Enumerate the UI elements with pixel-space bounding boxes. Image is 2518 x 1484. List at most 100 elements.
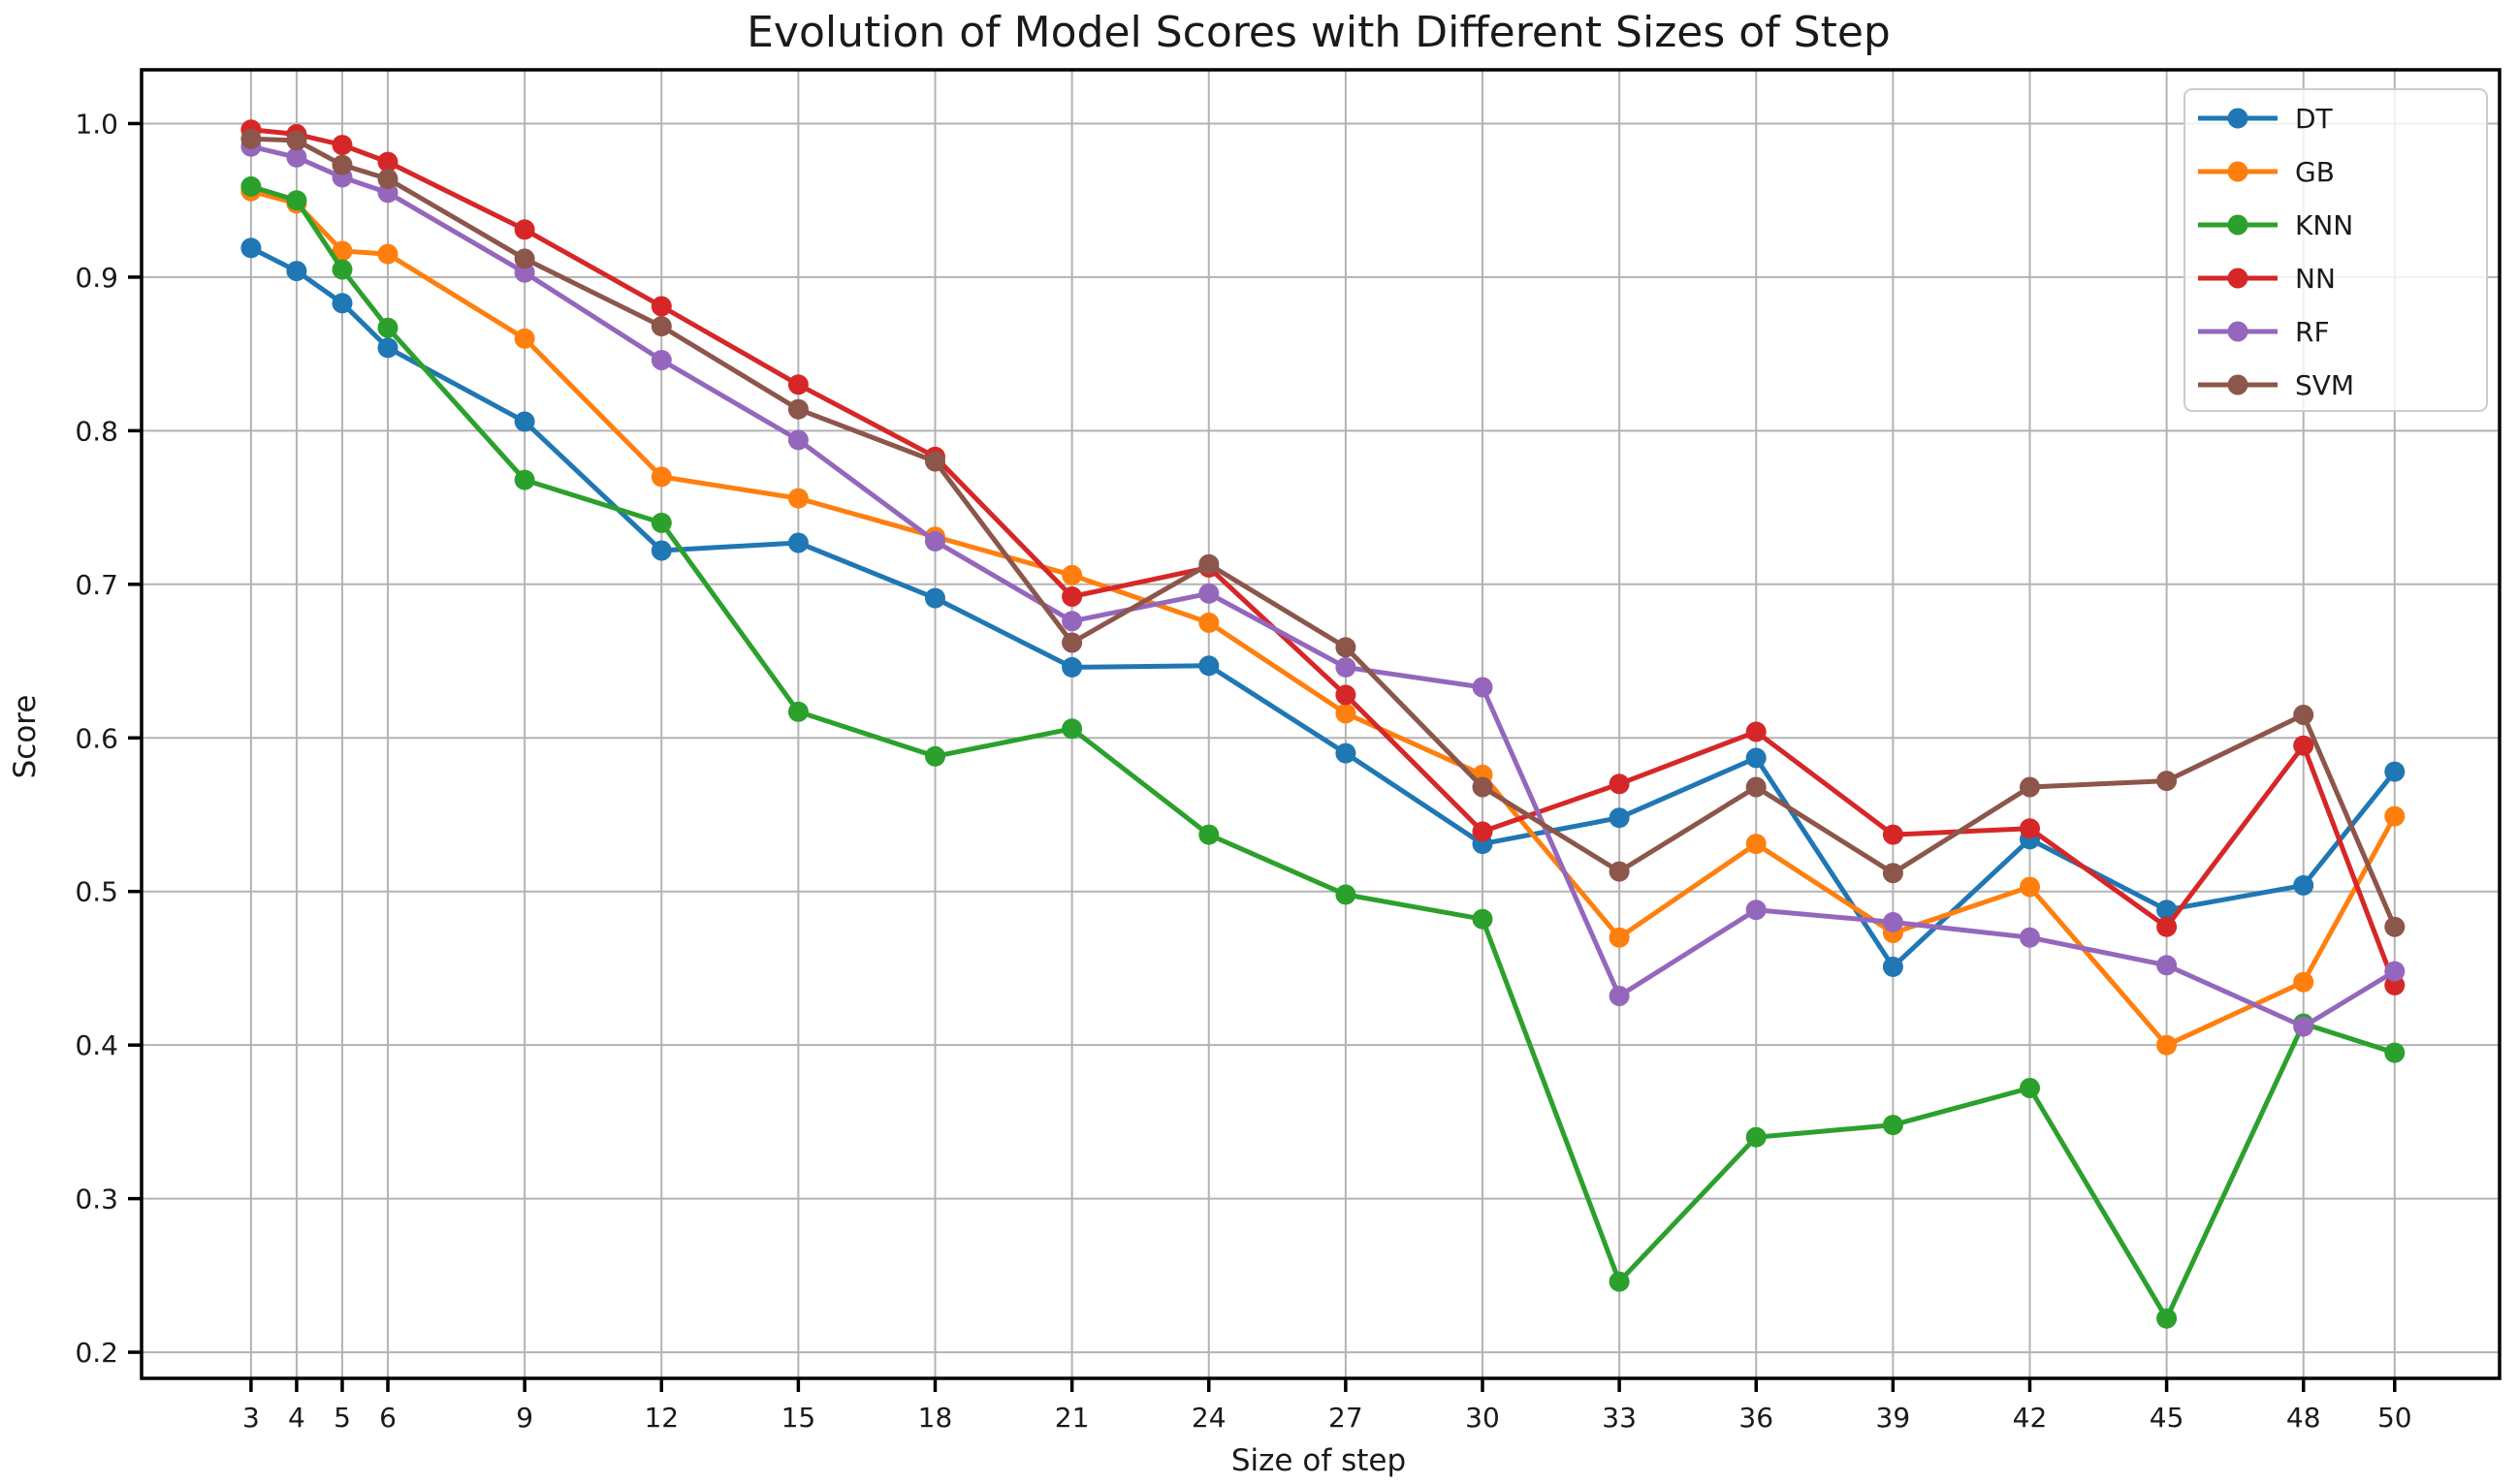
x-tick-label: 15 <box>781 1402 816 1434</box>
data-point-GB <box>1062 564 1083 585</box>
data-point-GB <box>514 328 535 349</box>
y-tick-label: 0.8 <box>75 415 118 447</box>
x-axis-label: Size of step <box>1231 1443 1406 1478</box>
data-point-RF <box>1062 611 1083 632</box>
series-line-RF <box>250 143 2397 1029</box>
data-point-DT <box>240 237 262 259</box>
x-tick-label: 21 <box>1055 1402 1090 1434</box>
legend-marker-SVM <box>2227 374 2248 395</box>
data-point-SVM <box>2293 705 2314 725</box>
data-point-KNN <box>1062 718 1083 740</box>
data-point-GB <box>651 466 672 488</box>
legend-label-RF: RF <box>2295 316 2330 348</box>
legend-label-DT: DT <box>2295 103 2334 135</box>
data-point-RF <box>2384 961 2406 982</box>
data-point-NN <box>1882 824 1903 845</box>
data-point-NN <box>1335 684 1356 706</box>
legend-marker-NN <box>2227 268 2248 289</box>
data-point-DT <box>1882 956 1903 977</box>
data-point-KNN <box>377 317 398 338</box>
data-point-RF <box>1609 986 1630 1006</box>
data-point-RF <box>787 429 809 451</box>
data-point-KNN <box>651 512 672 533</box>
chart-title: Evolution of Model Scores with Different… <box>747 8 1891 57</box>
legend-marker-GB <box>2227 161 2248 182</box>
x-tick-label: 42 <box>2013 1402 2048 1434</box>
data-point-SVM <box>1335 637 1356 658</box>
data-point-NN <box>1745 721 1767 742</box>
x-tick-label: 50 <box>2377 1402 2412 1434</box>
data-point-SVM <box>332 154 353 175</box>
x-tick-label: 48 <box>2286 1402 2321 1434</box>
data-point-RF <box>286 146 307 168</box>
data-point-RF <box>1198 583 1220 604</box>
legend-box <box>2183 88 2488 412</box>
data-point-SVM <box>651 316 672 337</box>
data-point-DT <box>286 261 307 282</box>
x-tick-label: 33 <box>1602 1402 1637 1434</box>
data-point-RF <box>1472 677 1493 698</box>
data-point-SVM <box>1472 776 1493 798</box>
x-tick-label: 36 <box>1738 1402 1773 1434</box>
data-point-GB <box>1335 703 1356 724</box>
data-point-RF <box>925 530 945 552</box>
data-point-KNN <box>514 469 535 490</box>
data-point-DT <box>332 293 353 314</box>
data-point-SVM <box>1198 553 1220 575</box>
tick-layer: 3 4 5 6 9 12 15 18 21 24 27 30 33 36 39 42 45 48 500.20.30… <box>75 108 2411 1434</box>
data-point-SVM <box>787 398 809 420</box>
data-point-KNN <box>240 175 262 197</box>
data-point-DT <box>2156 900 2178 921</box>
x-tick-label: 6 <box>379 1402 397 1434</box>
data-point-DT <box>787 532 809 553</box>
data-point-RF <box>2020 927 2040 948</box>
data-point-NN <box>1609 774 1630 795</box>
data-point-RF <box>2156 955 2178 976</box>
data-point-GB <box>377 243 398 265</box>
data-point-SVM <box>377 169 398 189</box>
data-point-RF <box>651 350 672 370</box>
data-point-NN <box>1472 821 1493 842</box>
series-line-NN <box>250 127 2398 987</box>
data-point-KNN <box>1472 908 1493 930</box>
x-tick-label: 39 <box>1876 1402 1911 1434</box>
data-point-DT <box>1335 742 1356 764</box>
data-point-KNN <box>1609 1271 1630 1292</box>
data-point-NN <box>787 374 809 395</box>
y-tick-label: 0.2 <box>75 1337 118 1369</box>
data-point-SVM <box>925 451 945 472</box>
data-point-KNN <box>1745 1126 1767 1148</box>
data-point-SVM <box>2156 771 2178 792</box>
y-tick-label: 0.7 <box>75 569 118 601</box>
data-point-KNN <box>1198 824 1220 845</box>
x-tick-label: 45 <box>2150 1402 2184 1434</box>
legend-label-KNN: KNN <box>2295 209 2353 241</box>
legend-label-GB: GB <box>2295 156 2335 188</box>
data-point-NN <box>514 219 535 240</box>
data-point-GB <box>332 240 353 262</box>
data-point-NN <box>1062 586 1083 607</box>
y-tick-label: 1.0 <box>75 108 118 140</box>
data-point-GB <box>2156 1034 2178 1056</box>
y-axis-label: Score <box>8 695 43 779</box>
series-layer <box>240 119 2406 1329</box>
legend-marker-DT <box>2227 108 2248 129</box>
data-point-KNN <box>787 701 809 722</box>
data-point-DT <box>651 540 672 561</box>
data-point-GB <box>2384 805 2406 827</box>
data-point-RF <box>1745 900 1767 921</box>
y-tick-label: 0.9 <box>75 262 118 294</box>
data-point-DT <box>1198 655 1220 677</box>
data-point-DT <box>514 411 535 432</box>
y-tick-label: 0.4 <box>75 1029 118 1061</box>
data-point-KNN <box>1335 884 1356 905</box>
data-point-SVM <box>240 128 262 149</box>
x-tick-label: 18 <box>918 1402 953 1434</box>
data-point-GB <box>1745 834 1767 855</box>
y-tick-label: 0.5 <box>75 876 118 908</box>
data-point-SVM <box>2384 916 2406 937</box>
series-line-GB <box>250 188 2397 1048</box>
data-point-GB <box>1609 927 1630 948</box>
